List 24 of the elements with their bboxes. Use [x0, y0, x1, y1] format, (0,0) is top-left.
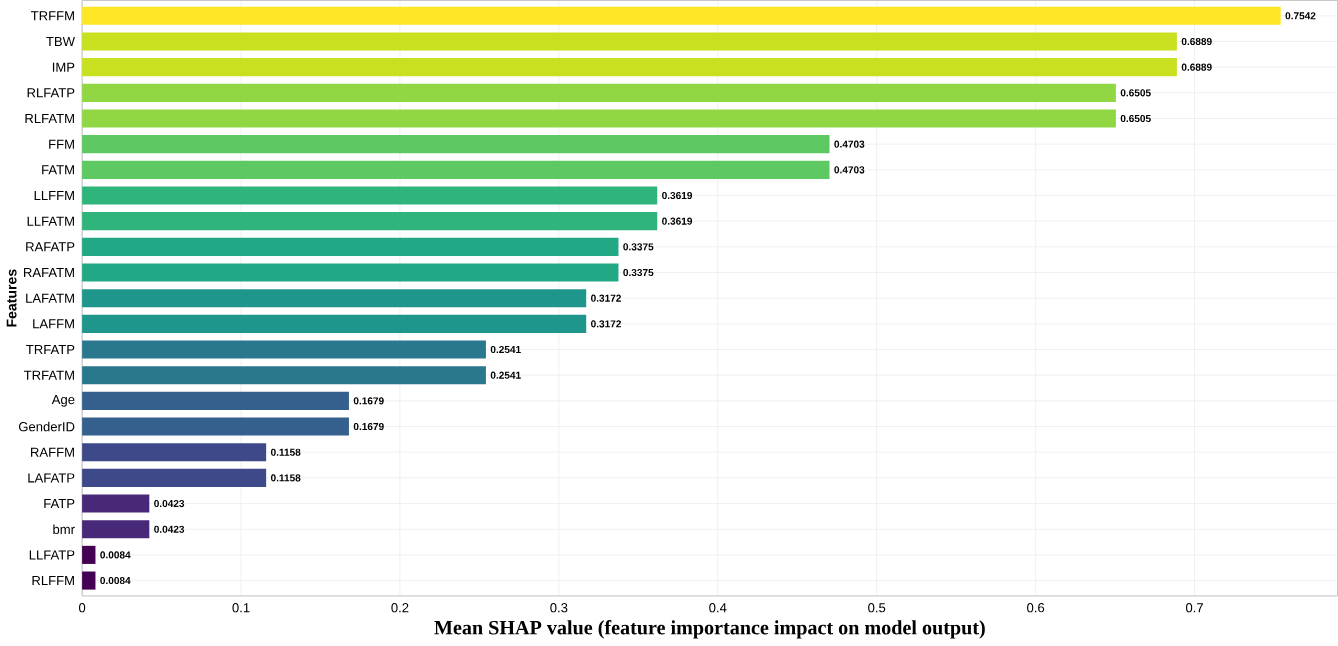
bar	[82, 366, 486, 385]
bar	[82, 469, 267, 488]
bar	[82, 315, 587, 334]
x-axis-title: Mean SHAP value (feature importance impact on model output)	[434, 620, 985, 639]
bar	[82, 417, 349, 436]
bar	[82, 494, 150, 513]
bar	[82, 289, 587, 308]
bar	[82, 392, 349, 411]
bar	[82, 546, 96, 565]
bar	[82, 32, 1177, 51]
bar	[82, 571, 96, 590]
bar	[82, 263, 619, 282]
bar	[82, 238, 619, 257]
bar	[82, 135, 830, 154]
bar	[82, 186, 658, 205]
bar	[82, 212, 658, 231]
bar	[82, 7, 1281, 26]
bar	[82, 109, 1116, 128]
bar	[82, 340, 486, 359]
bar	[82, 443, 267, 462]
bar	[82, 161, 830, 180]
bar	[82, 84, 1116, 103]
bar	[82, 520, 150, 539]
bar	[82, 58, 1177, 77]
